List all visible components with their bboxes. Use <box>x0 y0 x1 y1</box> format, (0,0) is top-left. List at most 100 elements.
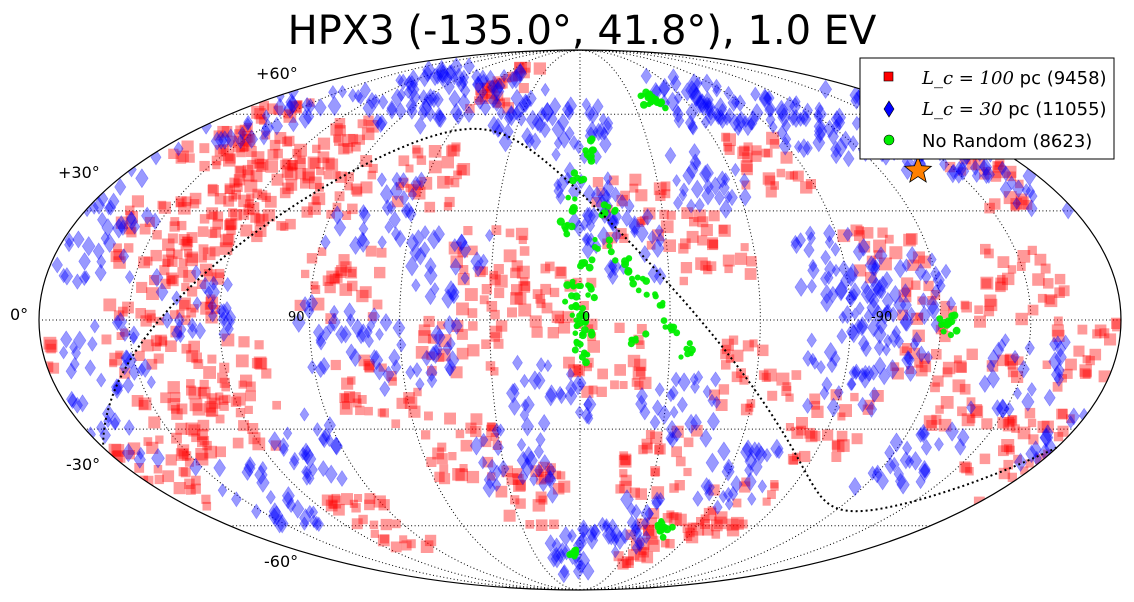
data-point-blue-diamond <box>867 257 880 277</box>
data-point-red-square <box>253 356 267 370</box>
data-point-red-square <box>915 364 928 377</box>
data-point-blue-diamond <box>436 64 450 84</box>
data-point-red-square <box>167 274 179 287</box>
data-point-blue-diamond <box>51 256 63 274</box>
data-point-red-square <box>620 453 632 465</box>
data-point-blue-diamond <box>940 263 952 280</box>
data-point-blue-diamond <box>679 182 689 198</box>
data-point-blue-diamond <box>400 202 412 219</box>
data-point-red-square <box>545 474 554 483</box>
data-point-red-square <box>386 370 397 382</box>
data-point-red-square <box>1007 265 1017 274</box>
data-point-red-square <box>525 520 535 529</box>
data-point-red-square <box>776 168 786 178</box>
data-point-red-square <box>264 195 277 208</box>
data-point-blue-diamond <box>324 433 334 448</box>
data-point-blue-diamond <box>867 317 881 338</box>
data-point-red-square <box>961 301 972 313</box>
data-point-red-square <box>986 360 999 372</box>
data-point-green-circle <box>556 217 565 226</box>
data-point-red-square <box>479 93 490 104</box>
data-point-blue-diamond <box>855 301 865 316</box>
data-point-blue-diamond <box>449 71 459 86</box>
data-point-blue-diamond <box>517 469 529 486</box>
data-point-red-square <box>451 142 461 152</box>
data-point-red-square <box>455 429 465 439</box>
data-point-red-square <box>412 147 424 159</box>
data-point-red-square <box>940 396 954 409</box>
data-point-red-square <box>226 225 236 235</box>
data-point-blue-diamond <box>358 206 371 225</box>
data-point-red-square <box>347 269 357 278</box>
data-point-blue-diamond <box>557 129 571 149</box>
data-point-red-square <box>750 150 762 162</box>
grid-meridian <box>308 49 581 591</box>
data-point-red-square <box>255 213 269 227</box>
data-point-blue-diamond <box>669 405 679 419</box>
data-point-blue-diamond <box>776 124 788 141</box>
data-point-green-circle <box>568 550 575 557</box>
data-point-red-square <box>418 330 432 344</box>
data-point-blue-diamond <box>270 116 284 136</box>
data-point-blue-diamond <box>860 364 871 380</box>
data-point-red-square <box>512 473 524 485</box>
data-point-blue-diamond <box>611 227 622 244</box>
data-point-blue-diamond <box>724 497 734 511</box>
data-point-blue-diamond <box>524 450 538 471</box>
data-point-blue-diamond <box>880 270 894 290</box>
data-point-red-square <box>202 247 216 261</box>
data-point-blue-diamond <box>491 422 502 439</box>
data-point-red-square <box>635 189 648 202</box>
data-point-blue-diamond <box>894 472 907 490</box>
data-point-blue-diamond <box>369 349 380 365</box>
data-point-blue-diamond <box>765 112 776 128</box>
data-point-red-square <box>980 243 991 255</box>
data-point-red-square <box>312 144 321 154</box>
data-point-red-square <box>432 447 445 460</box>
data-point-red-square <box>785 393 794 402</box>
data-point-red-square <box>261 130 271 140</box>
data-point-blue-diamond <box>71 273 83 290</box>
data-point-blue-diamond <box>424 287 437 306</box>
data-point-red-square <box>239 134 252 146</box>
data-point-blue-diamond <box>330 436 343 456</box>
data-point-green-circle <box>606 243 612 249</box>
data-point-blue-diamond <box>689 86 703 107</box>
data-point-blue-diamond <box>713 97 728 118</box>
data-point-blue-diamond <box>1049 336 1060 352</box>
data-point-blue-diamond <box>452 67 466 88</box>
data-point-blue-diamond <box>840 271 852 290</box>
data-point-blue-diamond <box>317 460 330 478</box>
data-point-blue-diamond <box>125 211 138 231</box>
data-point-blue-diamond <box>69 356 80 372</box>
data-point-red-square <box>855 226 864 235</box>
data-point-red-square <box>515 498 526 509</box>
data-point-blue-diamond <box>421 65 434 83</box>
data-point-blue-diamond <box>136 362 147 377</box>
data-point-blue-diamond <box>689 372 699 386</box>
data-point-blue-diamond <box>444 64 455 81</box>
data-point-red-square <box>1037 420 1050 433</box>
data-point-blue-diamond <box>750 86 761 102</box>
data-point-blue-diamond <box>932 270 945 290</box>
data-point-red-square <box>487 80 498 92</box>
data-point-blue-diamond <box>978 374 991 394</box>
data-point-blue-diamond <box>715 109 727 126</box>
data-point-red-square <box>215 268 225 278</box>
data-point-blue-diamond <box>97 211 108 228</box>
data-point-blue-diamond <box>520 416 535 437</box>
data-point-red-square <box>520 281 531 291</box>
data-point-red-square <box>966 397 976 407</box>
data-point-red-square <box>189 398 203 412</box>
data-point-red-square <box>467 308 478 318</box>
data-point-red-square <box>796 417 808 429</box>
data-point-red-square <box>983 305 995 317</box>
data-point-blue-diamond <box>122 376 134 394</box>
data-point-red-square <box>247 159 257 170</box>
data-point-blue-diamond <box>871 466 883 484</box>
data-point-blue-diamond <box>432 68 444 85</box>
data-point-red-square <box>364 406 373 416</box>
data-point-red-square <box>1062 368 1073 379</box>
data-point-blue-diamond <box>469 436 483 456</box>
data-point-red-square <box>538 495 548 505</box>
